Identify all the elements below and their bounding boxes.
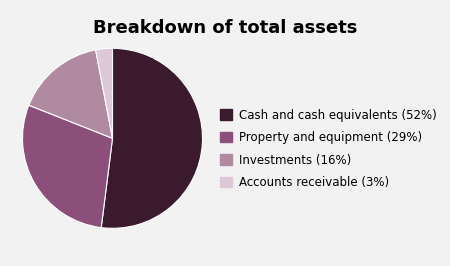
Wedge shape <box>96 48 112 138</box>
Text: Breakdown of total assets: Breakdown of total assets <box>93 19 357 37</box>
Legend: Cash and cash equivalents (52%), Property and equipment (29%), Investments (16%): Cash and cash equivalents (52%), Propert… <box>216 105 441 193</box>
Wedge shape <box>29 50 112 138</box>
Wedge shape <box>22 105 112 228</box>
Wedge shape <box>101 48 202 228</box>
